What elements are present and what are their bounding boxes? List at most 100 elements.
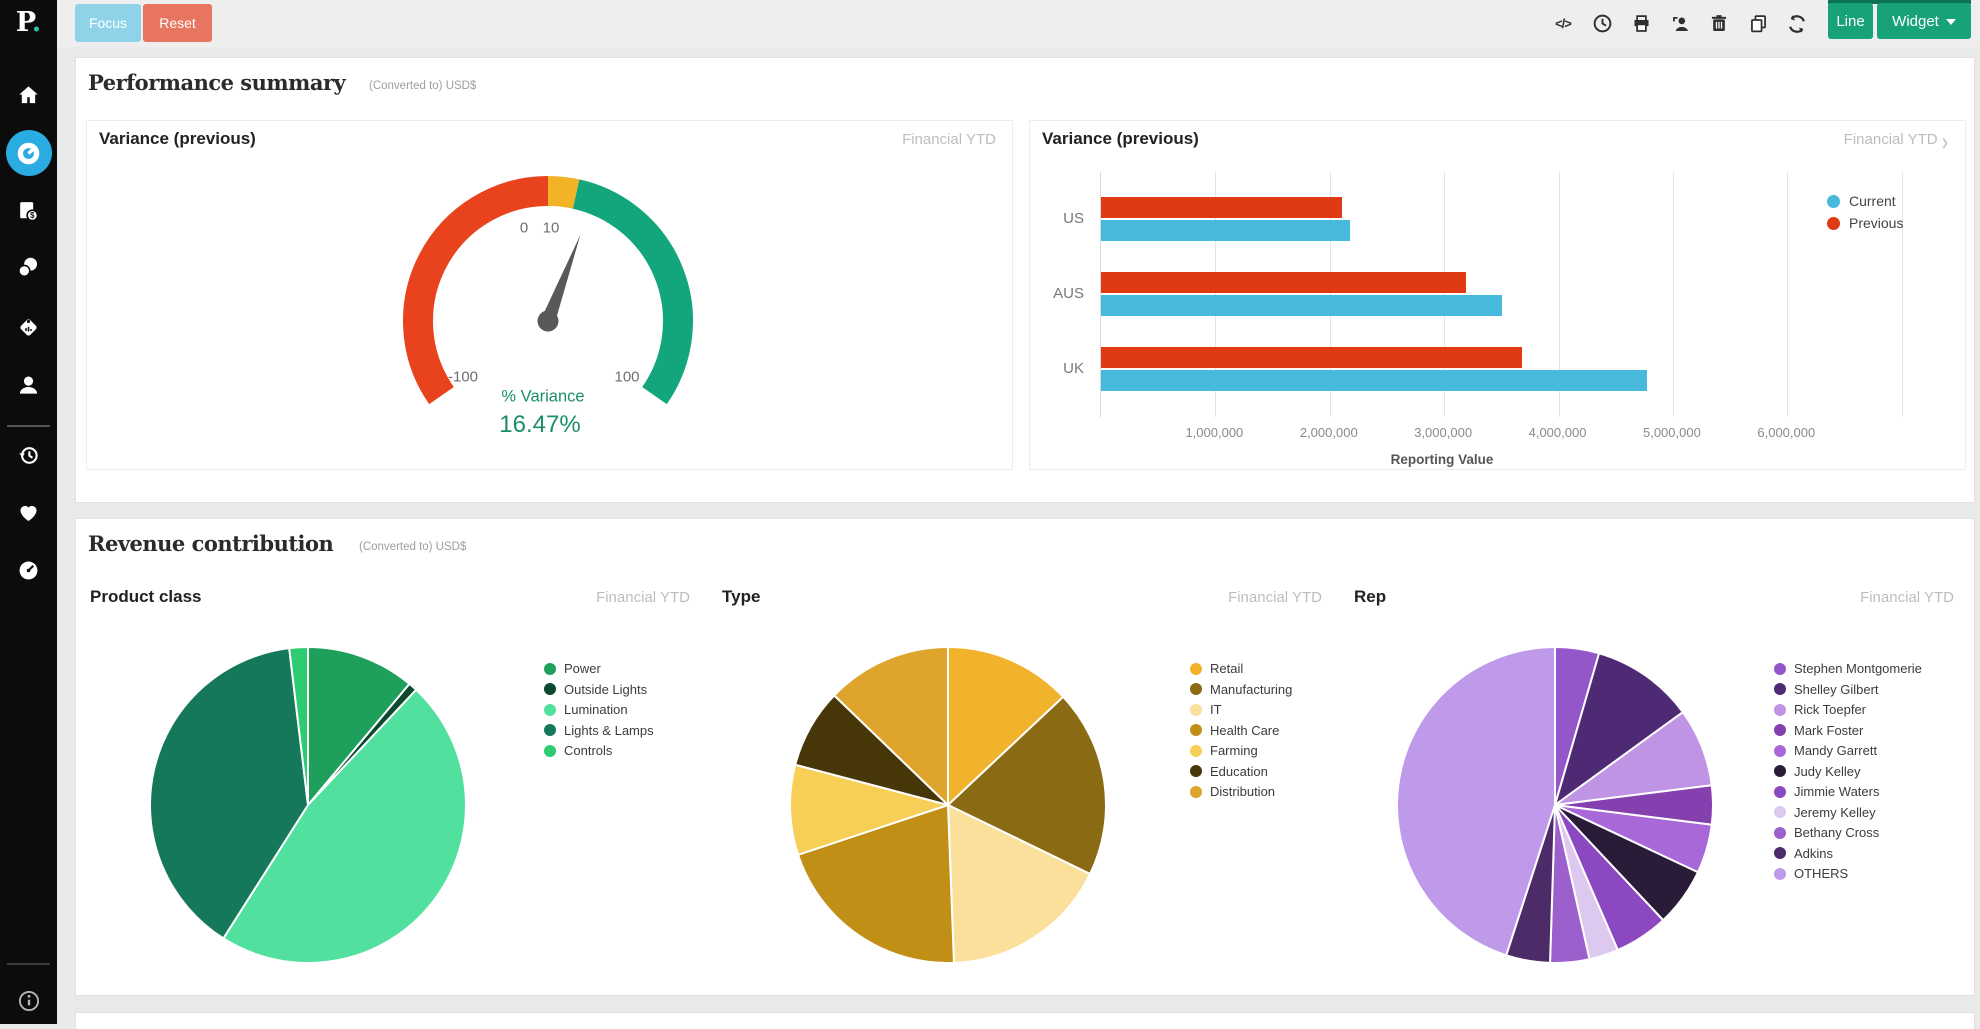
sidebar-item-history[interactable] bbox=[0, 443, 57, 468]
legend-item-it[interactable]: IT bbox=[1190, 702, 1292, 717]
legend-item-mandy-garrett[interactable]: Mandy Garrett bbox=[1774, 743, 1922, 758]
bar-aus-current[interactable] bbox=[1101, 295, 1503, 316]
legend-item-manufacturing[interactable]: Manufacturing bbox=[1190, 682, 1292, 697]
gauge-pivot bbox=[537, 310, 559, 332]
pie-slice-shelley-gilbert[interactable] bbox=[1554, 652, 1684, 806]
refresh-icon[interactable] bbox=[1786, 13, 1808, 35]
bar-aus-previous[interactable] bbox=[1101, 272, 1466, 293]
sidebar-item-pricing[interactable] bbox=[0, 315, 57, 340]
legend-item-jimmie-waters[interactable]: Jimmie Waters bbox=[1774, 784, 1922, 799]
legend-item-mark-foster[interactable]: Mark Foster bbox=[1774, 723, 1922, 738]
legend-item-previous[interactable]: Previous bbox=[1827, 215, 1903, 231]
line-button[interactable]: Line bbox=[1828, 3, 1873, 39]
copy-icon[interactable] bbox=[1747, 13, 1769, 35]
legend-item-bethany-cross[interactable]: Bethany Cross bbox=[1774, 825, 1922, 840]
pie-slice-farming[interactable] bbox=[789, 763, 949, 856]
legend-item-lumination[interactable]: Lumination bbox=[544, 702, 654, 717]
chart-period[interactable]: Financial YTD bbox=[596, 589, 690, 606]
sidebar-item-users[interactable] bbox=[0, 373, 57, 398]
chart-period[interactable]: Financial YTD bbox=[902, 131, 996, 148]
user-share-icon[interactable] bbox=[1669, 13, 1691, 35]
legend-label: Rick Toepfer bbox=[1794, 702, 1867, 717]
legend-item-shelley-gilbert[interactable]: Shelley Gilbert bbox=[1774, 682, 1922, 697]
dashboard-donut-icon bbox=[17, 142, 40, 164]
legend-label: Lights & Lamps bbox=[564, 722, 654, 738]
trash-icon[interactable] bbox=[1708, 13, 1730, 35]
widget-dropdown-button[interactable]: Widget bbox=[1877, 3, 1971, 39]
legend-item-health-care[interactable]: Health Care bbox=[1190, 723, 1292, 738]
pie-slice-controls[interactable] bbox=[288, 646, 309, 806]
legend-dot-icon bbox=[1774, 847, 1786, 859]
legend-item-others[interactable]: OTHERS bbox=[1774, 866, 1922, 881]
legend-item-controls[interactable]: Controls bbox=[544, 743, 654, 758]
sidebar-item-coins[interactable] bbox=[0, 255, 57, 280]
pie-slice-power[interactable] bbox=[307, 646, 411, 806]
legend-dot-icon bbox=[1190, 703, 1202, 716]
legend-label: Lumination bbox=[564, 702, 628, 717]
legend-item-jeremy-kelley[interactable]: Jeremy Kelley bbox=[1774, 805, 1922, 820]
chart-period[interactable]: Financial YTD bbox=[1860, 589, 1954, 606]
rep-pie[interactable] bbox=[1389, 639, 1721, 971]
legend-item-retail[interactable]: Retail bbox=[1190, 661, 1292, 676]
legend-item-rick-toepfer[interactable]: Rick Toepfer bbox=[1774, 702, 1922, 717]
sidebar-item-dashboards[interactable] bbox=[0, 130, 57, 176]
pie-slice-manufacturing[interactable] bbox=[947, 695, 1107, 876]
bar-plot-area[interactable] bbox=[1100, 172, 1936, 417]
legend-item-stephen-montgomerie[interactable]: Stephen Montgomerie bbox=[1774, 661, 1922, 676]
legend-item-power[interactable]: Power bbox=[544, 661, 654, 676]
legend-item-outside-lights[interactable]: Outside Lights bbox=[544, 682, 654, 697]
coins-icon bbox=[18, 257, 38, 278]
legend-dot-icon bbox=[1190, 662, 1202, 675]
gauge[interactable]: 0 10 -100 100 % Variance 16.47% bbox=[383, 171, 713, 463]
legend-item-distribution[interactable]: Distribution bbox=[1190, 784, 1292, 799]
pie-slice-it[interactable] bbox=[947, 804, 1092, 964]
x-tick-label: 3,000,000 bbox=[1414, 425, 1473, 440]
pie-slice-retail[interactable] bbox=[947, 646, 1065, 806]
sidebar-item-gauges[interactable] bbox=[0, 558, 57, 583]
sidebar-item-favorites[interactable] bbox=[0, 500, 57, 525]
legend-label: Current bbox=[1849, 193, 1896, 209]
app-logo[interactable]: P. bbox=[0, 0, 57, 47]
left-sidebar: $ bbox=[0, 47, 57, 1024]
type-pie[interactable] bbox=[782, 639, 1114, 971]
sidebar-item-home[interactable] bbox=[0, 83, 57, 108]
product-class-pie[interactable] bbox=[142, 639, 474, 971]
bar-uk-previous[interactable] bbox=[1101, 347, 1522, 368]
legend-item-farming[interactable]: Farming bbox=[1190, 743, 1292, 758]
chart-period[interactable]: Financial YTD bbox=[1228, 589, 1322, 606]
sidebar-item-info[interactable] bbox=[0, 988, 57, 1014]
variance-bar-chart[interactable]: Variance (previous) Financial YTD ❯ US AUS… bbox=[1029, 120, 1966, 470]
bar-uk-current[interactable] bbox=[1101, 370, 1647, 391]
bar-us-current[interactable] bbox=[1101, 220, 1351, 241]
pie-slice-lumination[interactable] bbox=[222, 688, 467, 964]
bar-us-previous[interactable] bbox=[1101, 197, 1343, 218]
chart-period[interactable]: Financial YTD ❯ bbox=[1843, 131, 1949, 149]
toolbar-icon-group: </> bbox=[1552, 0, 1808, 47]
gauge-tick-min: -100 bbox=[447, 368, 479, 386]
legend-item-adkins[interactable]: Adkins bbox=[1774, 846, 1922, 861]
legend-label: Mandy Garrett bbox=[1794, 743, 1878, 758]
pie-slice-lights-lamps[interactable] bbox=[149, 647, 309, 940]
pie-slice-others[interactable] bbox=[1396, 646, 1556, 957]
gridline bbox=[1672, 172, 1674, 417]
variance-gauge-chart[interactable]: Variance (previous) Financial YTD 0 10 -… bbox=[86, 120, 1013, 470]
clock-icon[interactable] bbox=[1591, 13, 1613, 35]
reset-button[interactable]: Reset bbox=[143, 4, 212, 42]
heart-icon bbox=[20, 505, 37, 522]
code-icon[interactable]: </> bbox=[1555, 16, 1572, 31]
pie-slice-distribution[interactable] bbox=[833, 646, 949, 806]
sidebar-item-finance[interactable]: $ bbox=[0, 199, 57, 224]
price-tag-icon bbox=[20, 319, 37, 336]
legend-item-current[interactable]: Current bbox=[1827, 193, 1903, 209]
gauge-tick-max: 100 bbox=[614, 368, 640, 386]
pie-slice-health-care[interactable] bbox=[797, 804, 955, 964]
legend-item-lights-lamps[interactable]: Lights & Lamps bbox=[544, 723, 654, 738]
legend-item-judy-kelley[interactable]: Judy Kelley bbox=[1774, 764, 1922, 779]
gauge-svg[interactable] bbox=[383, 171, 713, 463]
gridline bbox=[1901, 172, 1903, 417]
active-indicator bbox=[5, 130, 52, 176]
print-icon[interactable] bbox=[1630, 13, 1652, 35]
legend-item-education[interactable]: Education bbox=[1190, 764, 1292, 779]
drill-chevron-icon[interactable]: ❯ bbox=[1940, 138, 1949, 149]
focus-button[interactable]: Focus bbox=[75, 4, 141, 42]
